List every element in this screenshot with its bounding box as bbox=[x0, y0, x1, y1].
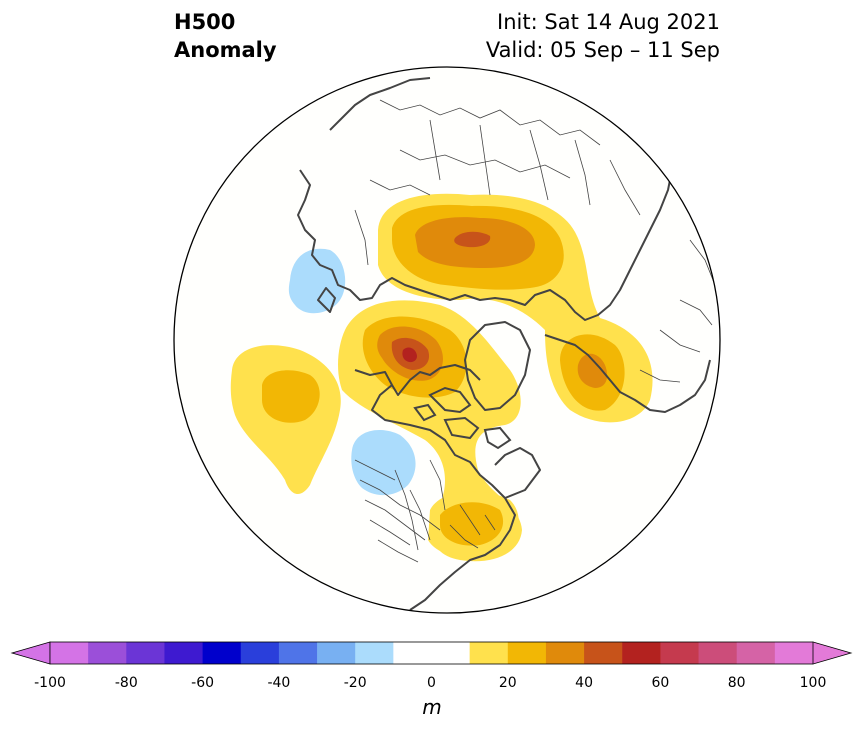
valid-range: Valid: 05 Sep – 11 Sep bbox=[485, 38, 720, 62]
colorbar-tick-label: 100 bbox=[799, 675, 827, 691]
map-title: H500 Anomaly bbox=[174, 8, 277, 64]
anomaly-east-us-20 bbox=[440, 502, 504, 546]
colorbar-tick-label: 20 bbox=[498, 675, 517, 691]
map-boundary bbox=[173, 66, 721, 614]
coastline-europe bbox=[297, 169, 673, 321]
colorbar-swatch bbox=[317, 642, 356, 664]
coastlines bbox=[297, 77, 716, 611]
colorbar-swatch bbox=[393, 642, 432, 664]
colorbar-swatch bbox=[545, 642, 585, 664]
colorbar-swatch bbox=[469, 642, 509, 664]
colorbar-swatch bbox=[507, 642, 547, 664]
colorbar-tick-label: -100 bbox=[34, 675, 66, 691]
colorbar bbox=[10, 641, 853, 665]
colorbar-tick-label: -40 bbox=[267, 675, 291, 691]
colorbar-swatch bbox=[50, 642, 89, 664]
colorbar-tick-label: -60 bbox=[191, 675, 215, 691]
colorbar-swatch bbox=[431, 642, 471, 664]
colorbar-swatch bbox=[736, 642, 776, 664]
anomaly-siberia-30 bbox=[577, 353, 608, 388]
coastline-greenland bbox=[464, 321, 531, 411]
coastline-asia bbox=[544, 334, 711, 413]
forecast-info: Init: Sat 14 Aug 2021 Valid: 05 Sep – 11… bbox=[486, 8, 720, 64]
coastline-scandinavia bbox=[317, 77, 431, 313]
colorbar-swatch bbox=[774, 642, 814, 664]
colorbar-tick-label: 80 bbox=[727, 675, 746, 691]
colorbar-over-arrow bbox=[812, 641, 853, 665]
colorbar-swatch bbox=[126, 642, 165, 664]
colorbar-tick-label: -20 bbox=[343, 675, 367, 691]
colorbar-swatch bbox=[240, 642, 280, 664]
field-name: H500 bbox=[174, 10, 236, 34]
anomaly-pacific-20 bbox=[262, 370, 320, 423]
polar-map bbox=[173, 66, 721, 614]
colorbar-tick-label: 40 bbox=[575, 675, 594, 691]
coastline-north-america bbox=[354, 364, 541, 611]
colorbar-tick-label: 0 bbox=[427, 675, 436, 691]
anomaly-alaska-50 bbox=[402, 347, 417, 363]
colorbar-tick-label: -80 bbox=[114, 675, 138, 691]
colorbar-swatch bbox=[584, 642, 623, 664]
colorbar-unit: m bbox=[422, 695, 442, 719]
anomaly-pnw-neg bbox=[351, 430, 416, 496]
colorbar-swatch bbox=[88, 642, 127, 664]
colorbar-tick-label: 60 bbox=[651, 675, 670, 691]
coastline-canadian-archipelago bbox=[413, 386, 512, 450]
country-borders bbox=[354, 99, 716, 563]
colorbar-swatch bbox=[698, 642, 738, 664]
init-date: Init: Sat 14 Aug 2021 bbox=[497, 10, 720, 34]
colorbar-swatch bbox=[622, 642, 661, 664]
colorbar-swatch bbox=[278, 642, 318, 664]
colorbar-swatch bbox=[202, 642, 242, 664]
colorbar-border bbox=[49, 641, 814, 665]
colorbar-swatch bbox=[355, 642, 394, 664]
field-type: Anomaly bbox=[174, 38, 277, 62]
colorbar-swatch bbox=[660, 642, 700, 664]
anomaly-europe-40 bbox=[454, 231, 491, 248]
colorbar-swatch bbox=[164, 642, 204, 664]
anomaly-atlantic-neg bbox=[288, 248, 346, 314]
colorbar-under-arrow bbox=[10, 641, 51, 665]
